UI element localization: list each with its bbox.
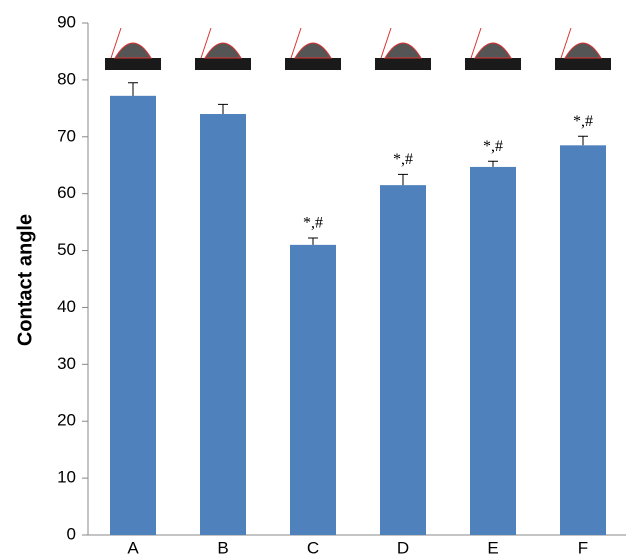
droplet-substrate — [195, 58, 251, 70]
y-tick-label: 60 — [57, 183, 76, 202]
droplet — [474, 42, 512, 59]
droplet — [564, 42, 602, 59]
bar — [200, 114, 246, 536]
error-bar — [488, 160, 498, 167]
droplet-substrate — [375, 58, 431, 70]
annotation: *,# — [303, 215, 323, 232]
droplet-substrate — [105, 58, 161, 70]
annotation: *,# — [483, 138, 503, 155]
droplet-substrate — [285, 58, 341, 70]
droplet-substrate — [465, 58, 521, 70]
x-tick-label: D — [397, 538, 409, 556]
y-tick-label: 0 — [67, 524, 76, 543]
y-tick-label: 40 — [57, 297, 76, 316]
annotation: *,# — [393, 151, 413, 168]
y-axis-label: Contact angle — [14, 214, 36, 346]
y-tick-label: 90 — [57, 12, 76, 31]
droplet-tangent — [380, 27, 392, 59]
droplet-tangent — [290, 27, 302, 59]
error-bar — [128, 82, 138, 96]
x-tick-label: A — [127, 538, 139, 556]
x-tick-label: C — [307, 538, 319, 556]
droplet — [384, 42, 422, 59]
bar — [110, 95, 156, 535]
droplet — [294, 42, 332, 59]
droplet-tangent — [110, 27, 122, 59]
error-bar — [398, 173, 408, 186]
droplet-tangent — [200, 27, 212, 59]
y-tick-label: 10 — [57, 468, 76, 487]
y-tick-label: 80 — [57, 69, 76, 88]
bar — [560, 145, 606, 536]
droplet-substrate — [555, 58, 611, 70]
y-tick-label: 70 — [57, 126, 76, 145]
annotation: *,# — [573, 113, 593, 130]
droplet — [114, 42, 152, 59]
y-tick-label: 50 — [57, 240, 76, 259]
bar — [470, 166, 516, 535]
droplet-tangent — [560, 27, 572, 59]
droplet-tangent — [470, 27, 482, 59]
error-bar — [578, 135, 588, 146]
droplet — [204, 42, 242, 59]
x-tick-label: E — [487, 538, 498, 556]
error-bar — [218, 103, 228, 115]
bar — [380, 185, 426, 535]
error-bar — [308, 237, 318, 245]
y-tick-label: 20 — [57, 411, 76, 430]
bar — [290, 244, 336, 535]
x-tick-label: F — [578, 538, 588, 556]
y-tick-label: 30 — [57, 354, 76, 373]
x-tick-label: B — [217, 538, 228, 556]
